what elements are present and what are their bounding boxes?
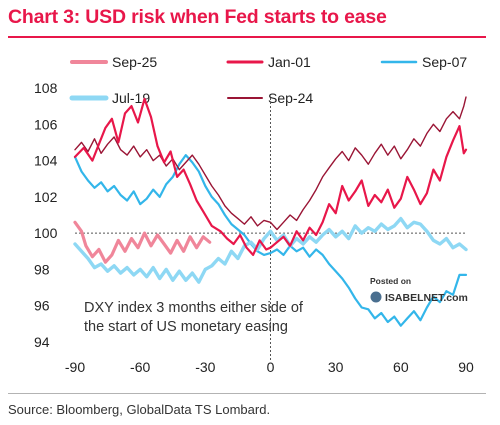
watermark: Posted on ISABELNET.com (370, 276, 468, 304)
x-tick-label: -30 (195, 359, 215, 375)
y-axis-ticks: 94 96 98 100 102 104 106 108 (34, 80, 58, 350)
x-tick-label: 0 (267, 359, 275, 375)
x-axis-ticks: -90 -60 -30 0 30 60 90 (65, 359, 474, 375)
source-rule (8, 393, 486, 394)
y-tick-label: 106 (34, 116, 58, 132)
legend-label-sep-07: Sep-07 (422, 54, 467, 70)
series-layer (73, 96, 468, 327)
legend-label-sep-25: Sep-25 (112, 54, 157, 70)
annotation-line-1: DXY index 3 months either side of (84, 300, 304, 316)
annotation-line-2: the start of US monetary easing (84, 319, 288, 335)
watermark-globe-icon (370, 291, 382, 303)
y-tick-label: 104 (34, 153, 58, 169)
y-tick-label: 96 (34, 298, 50, 314)
title-rule (8, 36, 486, 38)
legend-label-jan-01: Jan-01 (268, 54, 311, 70)
y-tick-label: 102 (34, 189, 58, 205)
series-line-jul-19 (73, 216, 468, 284)
y-tick-label: 108 (34, 80, 58, 96)
watermark-line-2: ISABELNET.com (385, 292, 468, 304)
chart-legend: Sep-25 Jan-01 Sep-07 Jul-19 Sep-24 (69, 54, 467, 106)
x-tick-label: 90 (458, 359, 474, 375)
chart-title: Chart 3: USD risk when Fed starts to eas… (8, 6, 387, 28)
series-line-sep-25 (73, 220, 212, 264)
series-line-sep-07 (73, 154, 468, 327)
annotation: DXY index 3 months either side of the st… (84, 300, 304, 335)
x-tick-label: 30 (328, 359, 344, 375)
series-line-jan-01 (73, 97, 468, 256)
x-tick-label: -90 (65, 359, 85, 375)
series-line-sep-24 (74, 96, 467, 231)
source-note: Source: Bloomberg, GlobalData TS Lombard… (8, 402, 271, 417)
legend-label-jul-19: Jul-19 (112, 90, 150, 106)
y-tick-label: 98 (34, 261, 50, 277)
x-tick-label: 60 (393, 359, 409, 375)
legend-label-sep-24: Sep-24 (268, 90, 313, 106)
y-tick-label: 94 (34, 334, 50, 350)
watermark-line-1: Posted on (370, 276, 411, 286)
y-tick-label: 100 (34, 225, 58, 241)
x-tick-label: -60 (130, 359, 150, 375)
